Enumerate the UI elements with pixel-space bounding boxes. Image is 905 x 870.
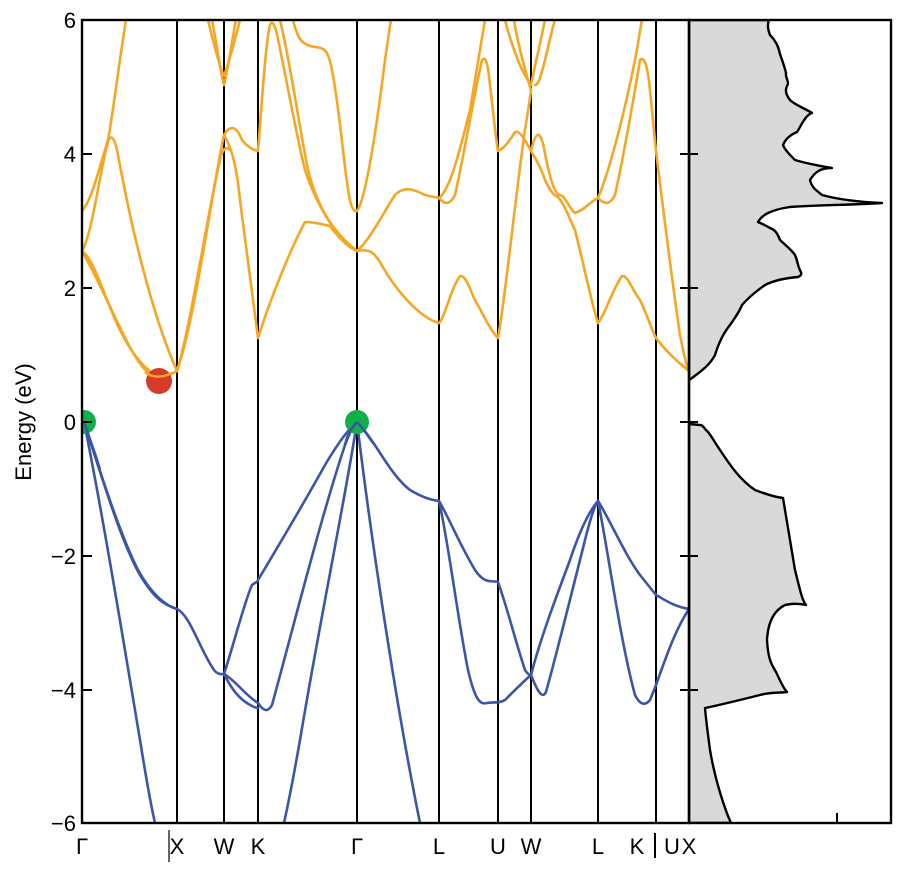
kpoint-label-x-2: X xyxy=(682,834,697,859)
kpoint-label-u-1: U xyxy=(490,834,506,859)
cbm-marker xyxy=(146,368,172,394)
kpoint-label-w-1: W xyxy=(214,834,235,859)
ytick-0: 0 xyxy=(64,410,76,435)
dos-panel xyxy=(689,20,884,823)
ytick-neg4: −4 xyxy=(51,678,76,703)
dos-valence-fill xyxy=(689,422,808,823)
ytick-neg2: −2 xyxy=(51,544,76,569)
y-ticks-dos xyxy=(680,153,698,691)
kpoint-label-l-2: L xyxy=(592,834,604,859)
kpoint-label-gamma-1: Γ xyxy=(76,834,88,859)
dos-conduction-fill xyxy=(689,20,884,382)
band-structure-panel xyxy=(82,20,689,823)
ytick-6: 6 xyxy=(64,8,76,33)
ytick-neg6: −6 xyxy=(51,811,76,836)
kpoint-label-u-2: U xyxy=(664,834,680,859)
kpoint-label-x-1: X xyxy=(170,834,185,859)
kpoint-label-k-1: K xyxy=(251,834,266,859)
kpoint-lines xyxy=(176,20,657,823)
kpoint-label-l-1: L xyxy=(433,834,445,859)
y-axis-title: Energy (eV) xyxy=(11,363,36,480)
valence-bands xyxy=(82,420,689,823)
kpoint-labels: Γ X W K Γ L U W L K U X xyxy=(76,834,697,859)
kpoint-label-k-2: K xyxy=(630,834,645,859)
kpoint-label-gamma-2: Γ xyxy=(351,834,363,859)
ytick-2: 2 xyxy=(64,276,76,301)
y-tick-labels: 6 4 2 0 −2 −4 −6 xyxy=(51,8,76,836)
y-ticks-left xyxy=(82,153,92,691)
kpoint-label-w-2: W xyxy=(521,834,542,859)
ytick-4: 4 xyxy=(64,142,76,167)
conduction-bands xyxy=(82,20,689,379)
